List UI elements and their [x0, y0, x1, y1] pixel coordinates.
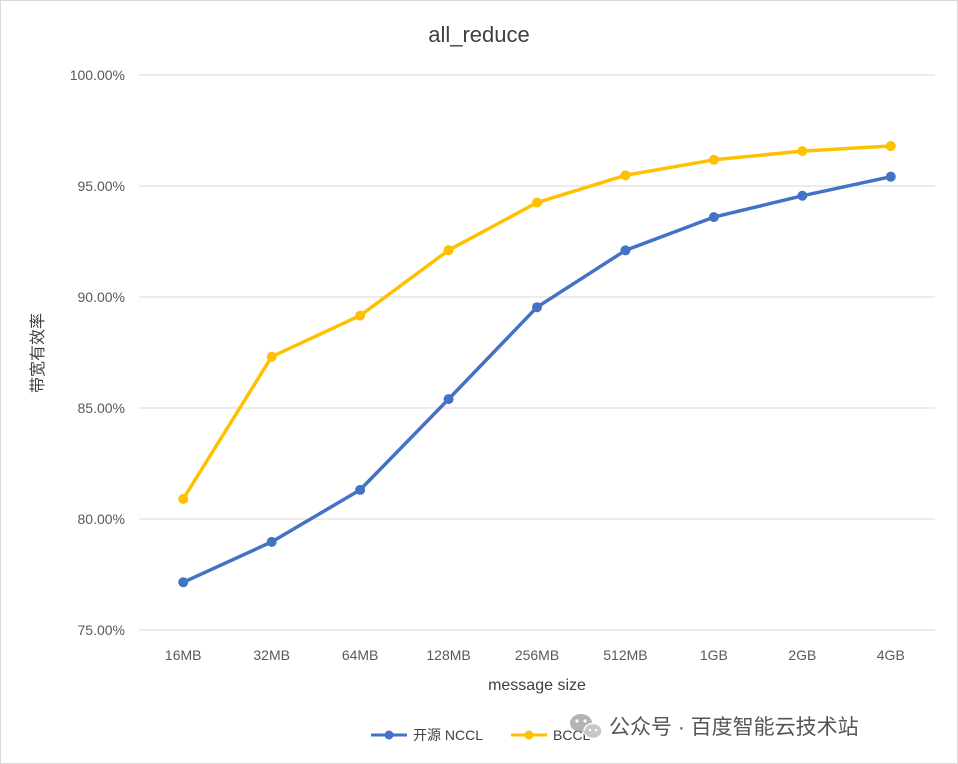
data-point-nccl — [443, 394, 454, 405]
data-point-nccl — [620, 245, 631, 256]
data-point-nccl — [178, 577, 189, 588]
y-tick-label: 75.00% — [78, 622, 125, 638]
x-tick-label: 2GB — [788, 647, 816, 663]
x-tick-label: 1GB — [700, 647, 728, 663]
data-point-bccl — [708, 154, 719, 165]
y-tick-label: 85.00% — [78, 400, 125, 416]
y-tick-label: 80.00% — [78, 511, 125, 527]
series-nccl — [178, 171, 896, 588]
legend-label-nccl: 开源 NCCL — [413, 727, 483, 743]
x-tick-label: 256MB — [515, 647, 559, 663]
series-layer — [178, 141, 896, 588]
data-point-bccl — [178, 494, 189, 505]
gridlines — [139, 74, 935, 631]
watermark: 公众号 · 百度智能云技术站 — [570, 714, 859, 740]
x-tick-label: 64MB — [342, 647, 379, 663]
data-point-nccl — [708, 212, 719, 223]
data-point-bccl — [620, 170, 631, 181]
y-tick-label: 95.00% — [78, 178, 125, 194]
chart-title: all_reduce — [428, 22, 530, 47]
watermark-text: 公众号 · 百度智能云技术站 — [609, 716, 859, 739]
data-point-bccl — [443, 245, 454, 256]
legend-marker-nccl — [384, 730, 394, 740]
data-point-nccl — [797, 190, 808, 201]
data-point-bccl — [797, 146, 808, 157]
series-bccl — [178, 141, 896, 505]
series-line-nccl — [181, 174, 893, 585]
legend-marker-bccl — [524, 730, 534, 740]
x-tick-label: 32MB — [253, 647, 290, 663]
x-tick-labels: 16MB 32MB 64MB 128MB 256MB 512MB 1GB 2GB 4GB — [165, 647, 905, 663]
y-tick-label: 90.00% — [78, 289, 125, 305]
data-point-nccl — [355, 484, 366, 495]
data-point-nccl — [532, 302, 542, 313]
y-axis-title: 带宽有效率 — [29, 313, 47, 393]
x-tick-label: 512MB — [603, 647, 647, 663]
x-tick-label: 16MB — [165, 647, 202, 663]
wechat-icon — [570, 714, 603, 740]
data-point-bccl — [355, 310, 366, 321]
x-tick-label: 128MB — [426, 647, 470, 663]
data-point-nccl — [885, 171, 896, 182]
y-tick-label: 100.00% — [70, 67, 125, 83]
legend-item-nccl: 开源 NCCL — [371, 727, 483, 743]
data-point-bccl — [885, 141, 896, 152]
x-tick-label: 4GB — [877, 647, 905, 663]
data-point-nccl — [266, 536, 277, 547]
data-point-bccl — [266, 351, 277, 362]
data-point-bccl — [532, 197, 542, 208]
y-tick-labels: 75.00% 80.00% 85.00% 90.00% 95.00% 100.00% — [70, 67, 125, 638]
legend: 开源 NCCL BCCL — [371, 727, 591, 743]
x-axis-title: message size — [488, 677, 586, 694]
